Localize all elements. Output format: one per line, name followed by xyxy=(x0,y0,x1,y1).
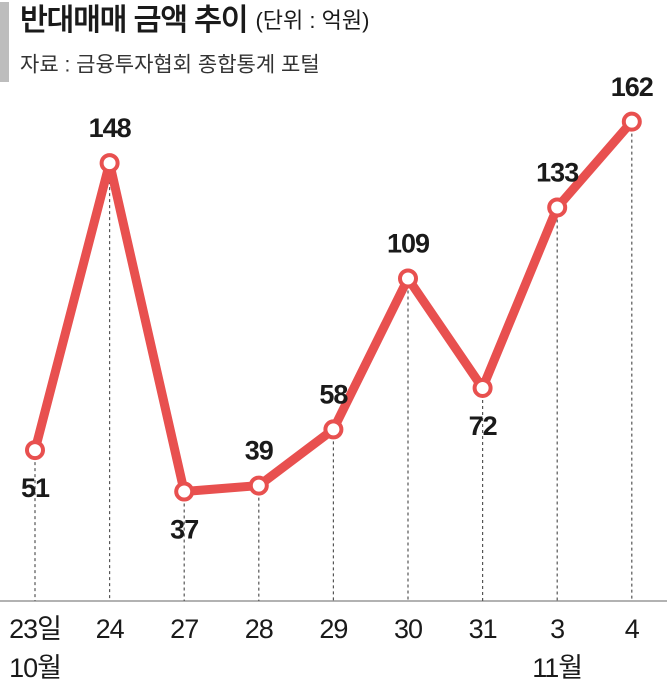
value-label: 133 xyxy=(536,158,579,188)
point-marker xyxy=(25,440,45,461)
value-label: 162 xyxy=(611,72,653,102)
chart-subtitle: 자료 : 금융투자협회 종합통계 포털 xyxy=(20,54,320,77)
point-marker xyxy=(398,268,418,289)
point-marker xyxy=(248,475,269,496)
value-label: 37 xyxy=(170,515,198,545)
chart-title-group: 반대매매 금액 추이 (단위 : 억원) xyxy=(20,4,369,37)
x-group-label: 10월 xyxy=(9,653,61,683)
point-marker xyxy=(621,111,642,132)
point-marker xyxy=(547,197,568,218)
point-marker xyxy=(472,377,493,398)
value-label: 39 xyxy=(245,436,274,466)
value-label: 72 xyxy=(469,411,497,441)
unit-label: (단위 : 억원) xyxy=(255,8,369,33)
value-label: 58 xyxy=(319,380,348,410)
value-label: 51 xyxy=(21,473,50,503)
x-tick-label: 23일 xyxy=(9,614,61,644)
x-tick-label: 29 xyxy=(319,614,347,644)
x-tick-label: 28 xyxy=(245,614,273,644)
value-label: 148 xyxy=(89,113,132,143)
point-marker xyxy=(174,481,195,502)
x-tick-label: 30 xyxy=(394,614,422,644)
value-label: 109 xyxy=(387,229,430,259)
x-tick-label: 3 xyxy=(550,614,564,644)
chart-title: 반대매매 금액 추이 xyxy=(20,4,247,37)
accent-bar xyxy=(0,2,9,82)
x-tick-label: 4 xyxy=(625,614,640,644)
x-tick-label: 24 xyxy=(96,614,125,644)
point-marker xyxy=(323,419,344,440)
x-tick-label: 27 xyxy=(170,614,198,644)
x-tick-label: 31 xyxy=(469,614,497,644)
point-marker xyxy=(99,153,120,174)
x-group-label: 11월 xyxy=(532,653,582,683)
